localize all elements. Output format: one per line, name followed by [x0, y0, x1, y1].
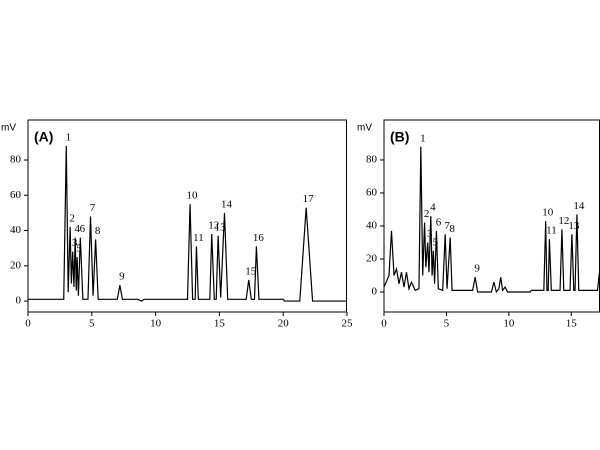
y-tick-label: 20 — [10, 259, 22, 271]
y-tick-label: 0 — [16, 295, 22, 307]
y-tick-label: 20 — [366, 253, 378, 265]
peak-label: 11 — [193, 232, 204, 244]
peak-label: 9 — [119, 271, 125, 283]
peak-label: 7 — [444, 220, 450, 232]
peak-label: 2 — [69, 213, 75, 225]
peak-label: 5 — [433, 236, 439, 248]
peak-label: 4 — [74, 223, 80, 235]
trace — [383, 146, 600, 294]
x-tick-label: 20 — [278, 318, 290, 330]
peak-label: 8 — [95, 225, 101, 237]
peak-label: 14 — [573, 200, 585, 212]
plot-frame — [27, 119, 347, 313]
x-tick-label: 15 — [214, 318, 226, 330]
peak-label: 11 — [546, 225, 557, 237]
peak-label: 7 — [90, 202, 96, 214]
x-tick-label: 5 — [89, 318, 95, 330]
x-tick-label: 5 — [444, 318, 450, 330]
peak-label: 12 — [208, 220, 219, 232]
y-axis-label: mV — [357, 123, 372, 134]
peak-label: 10 — [542, 207, 554, 219]
x-tick-label: 0 — [381, 318, 387, 330]
trace — [28, 145, 347, 302]
panel-title: (A) — [34, 129, 53, 145]
y-tick-label: 60 — [366, 187, 378, 199]
peak-label: 15 — [245, 265, 257, 277]
x-tick-label: 10 — [503, 318, 515, 330]
peak-label: 10 — [187, 190, 199, 202]
peak-label: 3 — [72, 237, 78, 249]
peak-label: 17 — [303, 193, 315, 205]
y-tick-label: 80 — [366, 153, 378, 165]
x-tick-label: 0 — [25, 318, 31, 330]
peak-label: 14 — [221, 198, 233, 210]
y-tick-label: 0 — [372, 286, 378, 298]
peak-label: 16 — [253, 232, 265, 244]
peak-label: 4 — [430, 202, 436, 214]
y-tick-label: 40 — [10, 224, 22, 236]
peak-label: 1 — [66, 131, 72, 143]
y-tick-label: 40 — [366, 220, 378, 232]
peak-label: 13 — [568, 220, 580, 232]
peak-label: 12 — [558, 215, 569, 227]
peak-label: 1 — [420, 132, 426, 144]
peak-label: 13 — [215, 221, 227, 233]
y-axis-label: mV — [1, 123, 16, 134]
x-tick-label: 25 — [342, 318, 354, 330]
peak-label: 6 — [436, 216, 442, 228]
peak-label: 2 — [424, 208, 430, 220]
y-tick-label: 80 — [10, 154, 22, 166]
peak-label: 3 — [427, 228, 433, 240]
peak-label: 8 — [449, 223, 455, 235]
peak-label: 9 — [474, 263, 480, 275]
y-tick-label: 60 — [10, 189, 22, 201]
peak-label: 5 — [76, 243, 82, 255]
x-tick-label: 15 — [566, 318, 578, 330]
panel-title: (B) — [390, 129, 409, 145]
peak-label: 6 — [80, 223, 86, 235]
x-tick-label: 10 — [150, 318, 162, 330]
